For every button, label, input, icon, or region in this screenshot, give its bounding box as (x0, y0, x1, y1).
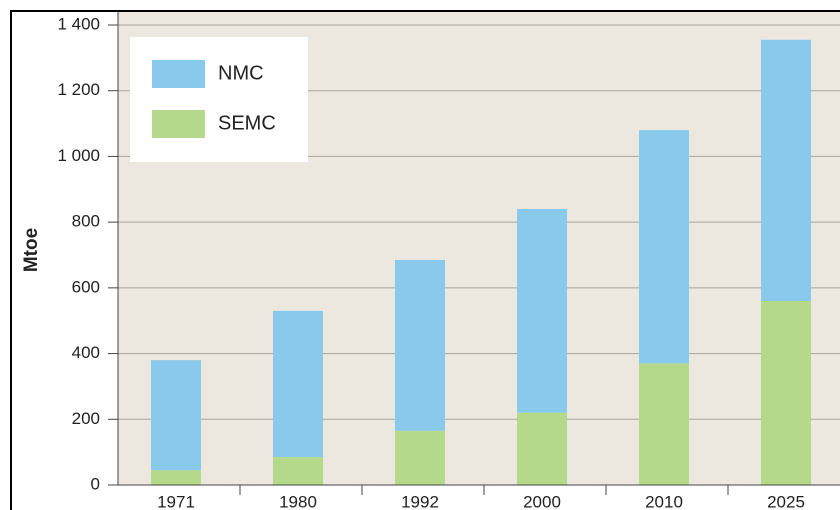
y-tick-label: 1 400 (57, 14, 100, 33)
x-tick-label: 2025 (767, 492, 805, 510)
bar-segment (151, 470, 201, 485)
legend-swatch (152, 60, 205, 88)
bar-segment (273, 310, 323, 458)
y-tick-label: 600 (72, 277, 100, 296)
bar-segment (639, 363, 689, 485)
y-tick-label: 400 (72, 343, 100, 362)
y-axis-label: Mtoe (21, 228, 42, 272)
bar-segment (761, 301, 811, 485)
bar-segment (761, 39, 811, 302)
bar-segment (151, 360, 201, 471)
x-tick-label: 2000 (523, 492, 561, 510)
bar-segment (639, 130, 689, 364)
x-tick-label: 2010 (645, 492, 683, 510)
y-tick-label: 0 (91, 474, 100, 493)
legend-swatch (152, 110, 205, 138)
bar-segment (395, 430, 445, 485)
legend-label: NMC (218, 62, 264, 84)
legend (130, 37, 308, 162)
bar-segment (517, 412, 567, 485)
x-tick-label: 1992 (401, 492, 439, 510)
bar-segment (273, 457, 323, 485)
legend-entries: NMC SEMC (152, 60, 276, 138)
x-tick-label: 1980 (279, 492, 317, 510)
bar-segment (517, 209, 567, 413)
bar-segment (395, 259, 445, 431)
y-tick-label: 800 (72, 212, 100, 231)
x-tick-label: 1971 (157, 492, 195, 510)
y-tick-label: 200 (72, 409, 100, 428)
y-tick-label: 1 000 (57, 146, 100, 165)
legend-label: SEMC (218, 112, 276, 134)
y-tick-label: 1 200 (57, 80, 100, 99)
bars (151, 39, 811, 485)
